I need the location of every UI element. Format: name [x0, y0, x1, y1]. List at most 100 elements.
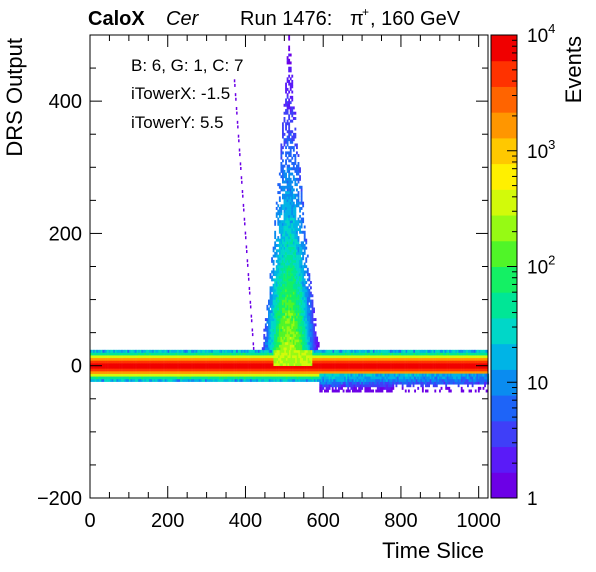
heatmap-cell — [301, 357, 304, 361]
heatmap-cell — [247, 365, 249, 369]
heatmap-cell — [392, 376, 395, 380]
heatmap-cell — [360, 349, 363, 353]
heatmap-cell — [280, 326, 283, 329]
heatmap-cell — [284, 357, 287, 361]
heatmap-cell — [147, 368, 150, 372]
heatmap-cell — [368, 365, 371, 369]
heatmap-cell — [275, 273, 278, 277]
heatmap-cell — [483, 368, 486, 372]
heatmap-cell — [138, 378, 141, 382]
heatmap-cell — [300, 193, 303, 197]
heatmap-cell — [342, 373, 345, 377]
heatmap-cell — [195, 373, 198, 377]
heatmap-cell — [242, 373, 245, 377]
heatmap-cell — [259, 349, 262, 353]
heatmap-cell — [152, 349, 155, 353]
heatmap-cell — [308, 278, 311, 282]
heatmap-cell — [449, 365, 451, 369]
heatmap-cell — [299, 344, 301, 348]
heatmap-cell — [90, 357, 92, 361]
heatmap-cell — [374, 365, 377, 369]
heatmap-cell — [413, 365, 416, 369]
heatmap-cell — [102, 352, 105, 356]
heatmap-cell — [288, 151, 291, 155]
heatmap-cell — [272, 246, 275, 250]
heatmap-cell — [389, 373, 392, 377]
heatmap-cell — [405, 360, 408, 364]
heatmap-cell — [470, 355, 473, 359]
heatmap-cell — [285, 307, 287, 311]
heatmap-cell — [313, 336, 315, 340]
heatmap-cell — [277, 249, 280, 253]
heatmap-cell — [372, 376, 375, 380]
heatmap-cell — [96, 378, 99, 382]
heatmap-cell — [323, 368, 326, 372]
heatmap-cell — [280, 339, 283, 343]
heatmap-cell — [282, 265, 284, 269]
heatmap-cell — [211, 355, 214, 359]
heatmap-cell — [291, 140, 294, 144]
heatmap-cell — [200, 352, 203, 356]
heatmap-cell — [226, 355, 229, 359]
heatmap-cell — [110, 371, 113, 374]
heatmap-cell — [391, 352, 394, 356]
heatmap-cell — [292, 161, 295, 165]
heatmap-cell — [107, 368, 109, 372]
heatmap-cell — [313, 307, 315, 311]
heatmap-cell — [285, 365, 288, 369]
heatmap-cell — [455, 355, 458, 359]
heatmap-cell — [121, 360, 123, 364]
heatmap-cell — [222, 373, 225, 377]
heatmap-cell — [278, 341, 281, 345]
heatmap-cell — [135, 357, 137, 361]
heatmap-cell — [279, 365, 282, 369]
heatmap-cell — [283, 217, 286, 221]
heatmap-cell — [288, 206, 291, 210]
heatmap-cell — [309, 344, 312, 348]
heatmap-cell — [192, 371, 195, 374]
heatmap-cell — [379, 357, 382, 361]
heatmap-cell — [236, 368, 238, 372]
heatmap-cell — [363, 363, 366, 367]
heatmap-cell — [257, 378, 260, 382]
heatmap-cell — [107, 357, 109, 361]
heatmap-cell — [311, 299, 314, 303]
heatmap-cell — [291, 209, 294, 213]
heatmap-cell — [313, 323, 315, 327]
heatmap-cell — [345, 378, 348, 382]
heatmap-cell — [298, 355, 301, 359]
heatmap-cell — [153, 368, 156, 372]
heatmap-cell — [273, 365, 276, 369]
heatmap-cell — [142, 365, 145, 369]
heatmap-cell — [481, 355, 484, 359]
heatmap-cell — [280, 254, 283, 258]
heatmap-cell — [285, 318, 287, 322]
heatmap-cell — [283, 238, 286, 242]
heatmap-cell — [342, 376, 345, 380]
heatmap-cell — [291, 135, 294, 139]
heatmap-cell — [285, 244, 287, 247]
heatmap-cell — [456, 365, 459, 369]
heatmap-cell — [97, 378, 100, 382]
heatmap-cell — [291, 217, 294, 221]
heatmap-cell — [291, 206, 294, 210]
heatmap-cell — [122, 373, 125, 377]
heatmap-cell — [483, 360, 486, 364]
heatmap-cell — [297, 281, 300, 284]
heatmap-cell — [458, 355, 461, 359]
heatmap-cell — [358, 365, 361, 369]
heatmap-cell — [306, 371, 308, 374]
heatmap-cell — [297, 257, 300, 261]
heatmap-cell — [277, 204, 280, 208]
heatmap-cell — [339, 378, 342, 382]
heatmap-cell — [269, 333, 272, 337]
heatmap-cell — [205, 376, 207, 380]
heatmap-cell — [256, 352, 259, 356]
heatmap-cell — [311, 312, 314, 316]
heatmap-cell — [374, 357, 377, 361]
heatmap-cell — [254, 378, 257, 382]
heatmap-cell — [300, 249, 303, 253]
heatmap-cell — [396, 355, 399, 359]
heatmap-cell — [361, 384, 364, 388]
heatmap-cell — [466, 357, 469, 361]
